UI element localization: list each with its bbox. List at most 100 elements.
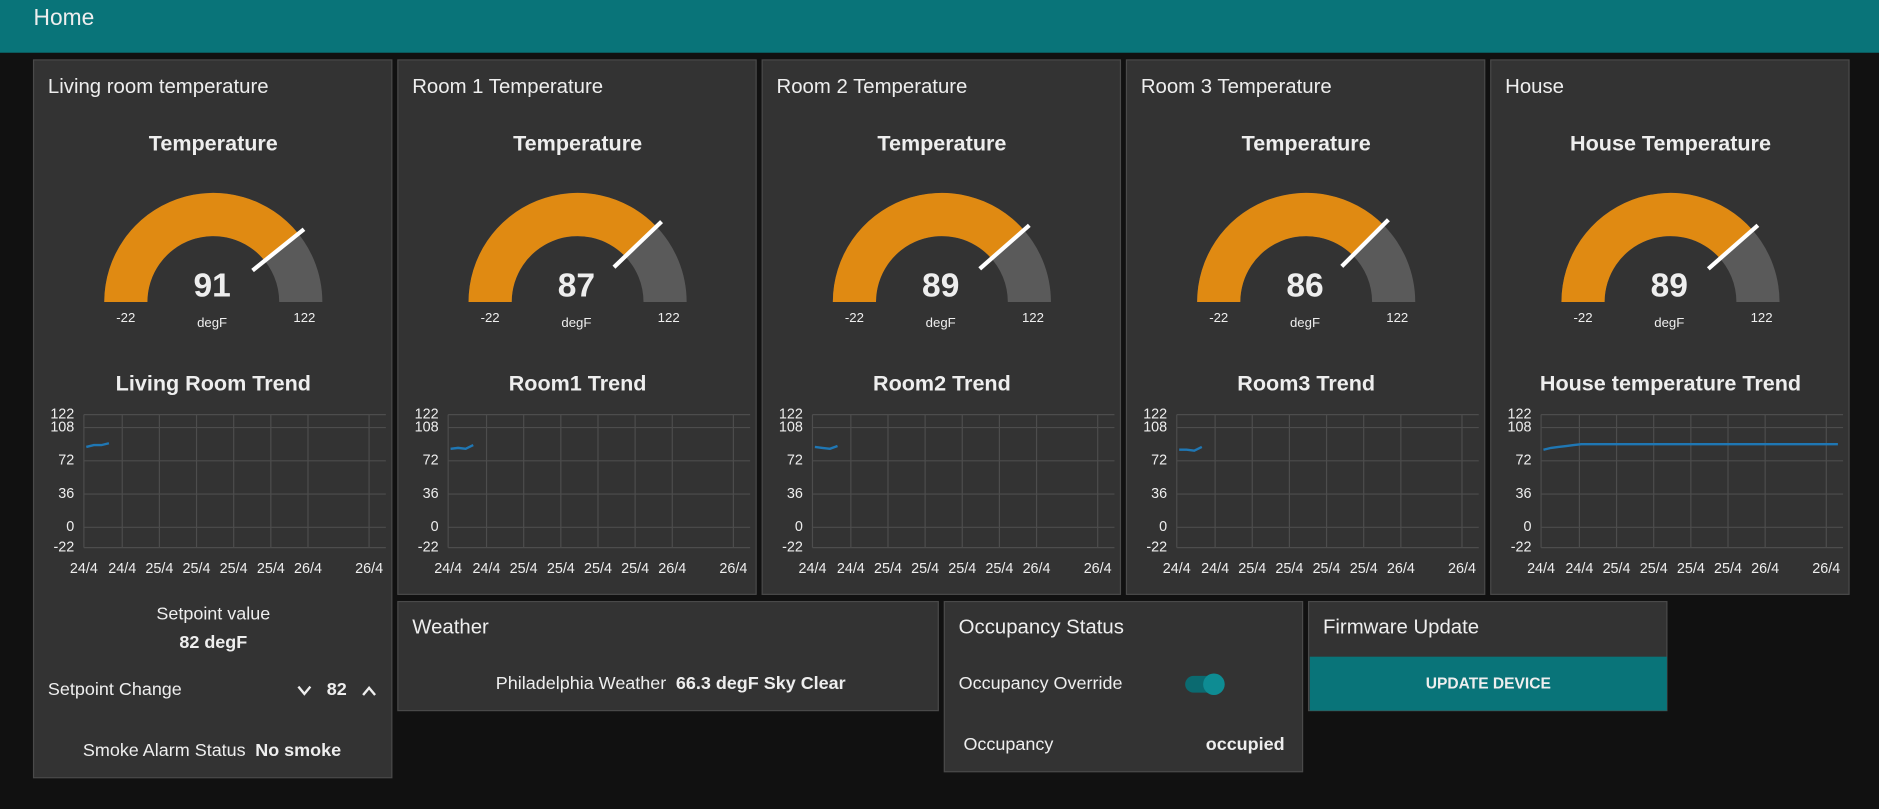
x-tick-label: 25/4 (1238, 561, 1266, 577)
trend-title: Living Room Trend (116, 370, 311, 395)
gauge-max: 122 (293, 310, 315, 325)
gauge-max: 122 (1386, 310, 1408, 325)
x-tick-label: 25/4 (257, 561, 285, 577)
y-tick-label: 72 (58, 453, 74, 469)
weather-label: Philadelphia Weather (496, 673, 667, 693)
gauge-fill (104, 192, 299, 302)
x-tick-label: 25/4 (1603, 561, 1631, 577)
setpoint-change-value: 82 (327, 679, 347, 699)
y-tick-label: -22 (54, 539, 75, 555)
chevron-down[interactable] (297, 685, 312, 696)
gauge-max: 122 (658, 310, 680, 325)
y-tick-label: -22 (782, 539, 803, 555)
x-tick-label: 24/4 (1201, 561, 1229, 577)
x-tick-label: 25/4 (1640, 561, 1668, 577)
x-tick-label: 25/4 (1313, 561, 1341, 577)
panel (1125, 59, 1486, 595)
gauge-min: -22 (1209, 310, 1228, 325)
gauge-value: 86 (1286, 267, 1323, 304)
panel-title: Room 3 Temperature (1141, 76, 1332, 98)
header-bar (0, 0, 1879, 53)
x-tick-label: 26/4 (658, 561, 686, 577)
x-tick-label: 25/4 (1350, 561, 1378, 577)
gauge-units: degF (926, 315, 956, 330)
trend-title: House temperature Trend (1540, 370, 1801, 395)
y-tick-label: -22 (1511, 539, 1532, 555)
y-tick-label: -22 (1146, 539, 1167, 555)
x-tick-label: 25/4 (1275, 561, 1303, 577)
header-title: Home (34, 4, 95, 30)
gauge-units: degF (561, 315, 591, 330)
gauge-max: 122 (1751, 310, 1773, 325)
x-tick-label: 26/4 (355, 561, 383, 577)
gauge-units: degF (1654, 315, 1684, 330)
gauge-title: Temperature (877, 131, 1006, 156)
trend-line (450, 444, 474, 451)
y-tick-label: 108 (1143, 419, 1167, 435)
y-tick-label: 108 (1507, 419, 1531, 435)
x-tick-label: 25/4 (1677, 561, 1705, 577)
x-tick-label: 24/4 (108, 561, 136, 577)
panel-title: Room 1 Temperature (412, 76, 603, 98)
x-tick-label: 26/4 (1023, 561, 1051, 577)
y-tick-label: 36 (1515, 486, 1531, 502)
panel (761, 59, 1122, 595)
x-tick-label: 26/4 (1448, 561, 1476, 577)
panel (943, 600, 1304, 773)
update-button[interactable] (1309, 656, 1667, 711)
x-tick-label: 25/4 (547, 561, 575, 577)
x-tick-label: 25/4 (145, 561, 173, 577)
y-tick-label: 108 (415, 419, 439, 435)
y-tick-label: 72 (1515, 453, 1531, 469)
y-tick-label: 122 (50, 406, 74, 422)
x-tick-label: 24/4 (837, 561, 865, 577)
y-tick-label: 72 (787, 453, 803, 469)
x-tick-label: 25/4 (584, 561, 612, 577)
gauge-fill (468, 192, 657, 302)
y-tick-label: 108 (50, 419, 74, 435)
gauge-title: Temperature (149, 131, 278, 156)
trend-line (85, 442, 110, 449)
panel-title: Room 2 Temperature (777, 76, 968, 98)
x-tick-label: 25/4 (985, 561, 1013, 577)
y-tick-label: 72 (1151, 453, 1167, 469)
chevron-up[interactable] (362, 685, 377, 696)
update-button-label[interactable]: UPDATE DEVICE (1426, 675, 1551, 692)
panel-title: Firmware Update (1323, 616, 1479, 638)
gauge-min: -22 (481, 310, 500, 325)
x-tick-label: 26/4 (294, 561, 322, 577)
y-tick-label: 108 (779, 419, 803, 435)
y-tick-label: 0 (66, 519, 74, 535)
x-tick-label: 25/4 (220, 561, 248, 577)
y-tick-label: 36 (1151, 486, 1167, 502)
trend-title: Room2 Trend (873, 370, 1011, 395)
gauge-min: -22 (845, 310, 864, 325)
y-tick-label: 0 (431, 519, 439, 535)
gauge-title: Temperature (1242, 131, 1371, 156)
smoke-value: No smoke (255, 740, 341, 760)
x-tick-label: 25/4 (1714, 561, 1742, 577)
x-tick-label: 25/4 (874, 561, 902, 577)
y-tick-label: 0 (795, 519, 803, 535)
toggle-knob[interactable] (1203, 673, 1225, 696)
y-tick-label: 0 (1159, 519, 1167, 535)
gauge-min: -22 (1573, 310, 1592, 325)
override-label: Occupancy Override (959, 673, 1123, 693)
panel-title: House (1505, 76, 1564, 98)
gauge-fill (1561, 192, 1753, 302)
y-tick-label: 122 (415, 406, 439, 422)
panel-title: Weather (412, 616, 489, 638)
panel (32, 59, 393, 779)
setpoint-label: Setpoint value (156, 603, 270, 623)
gauge-max: 122 (1022, 310, 1044, 325)
x-tick-label: 24/4 (473, 561, 501, 577)
x-tick-label: 24/4 (1527, 561, 1555, 577)
panel (397, 600, 939, 712)
gauge-fill (832, 192, 1024, 302)
x-tick-label: 26/4 (1812, 561, 1840, 577)
y-tick-label: 36 (58, 486, 74, 502)
y-tick-label: 122 (1143, 406, 1167, 422)
gauge-title: Temperature (513, 131, 642, 156)
x-tick-label: 26/4 (1751, 561, 1779, 577)
